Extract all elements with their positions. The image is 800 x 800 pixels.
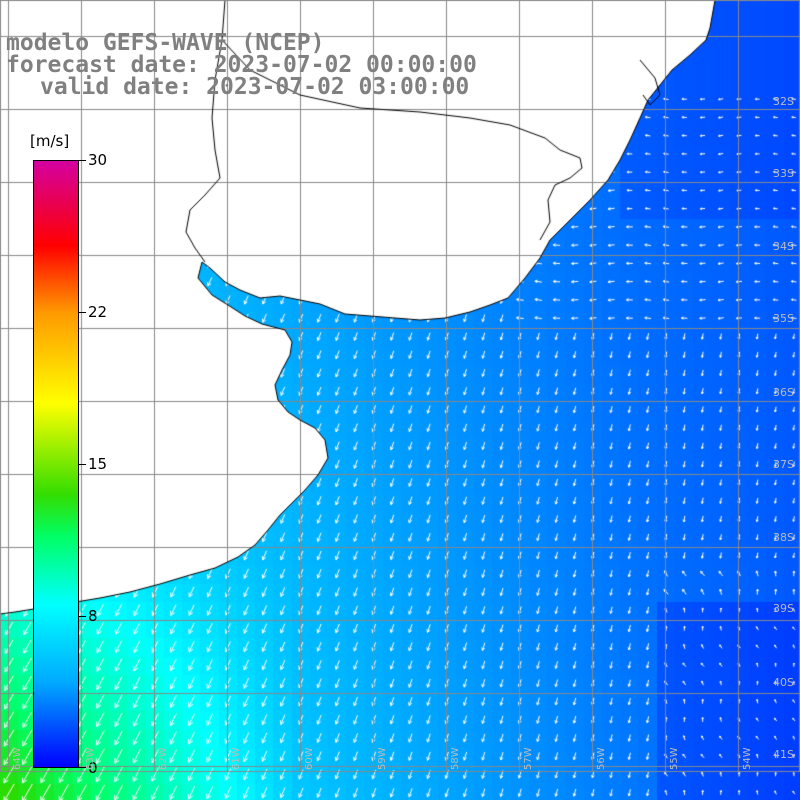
colorbar-label-15: 15 — [88, 455, 108, 473]
lon-label: 55W — [669, 747, 680, 770]
colorbar-tick — [79, 160, 86, 161]
lon-label: 59W — [377, 747, 388, 770]
colorbar-tick — [79, 464, 86, 465]
colorbar-label-30: 30 — [88, 151, 108, 169]
lon-label: 62W — [158, 747, 169, 770]
valid-date: valid date: 2023-07-02 03:00:00 — [40, 74, 470, 100]
lat-label: 34S — [773, 240, 794, 253]
lat-label: 33S — [773, 167, 794, 180]
lat-label: 37S — [773, 458, 794, 471]
colorbar-tick — [79, 767, 86, 768]
lon-label: 61W — [231, 747, 242, 770]
colorbar-tick — [79, 312, 86, 313]
lat-label: 35S — [773, 312, 794, 325]
map-title: modelo GEFS-WAVE (NCEP) — [6, 30, 325, 56]
lat-label: 38S — [773, 531, 794, 544]
colorbar-tick — [79, 616, 86, 617]
lat-label: 32S — [773, 95, 794, 108]
lon-label: 58W — [450, 747, 461, 770]
lon-label: 63W — [85, 747, 96, 770]
lon-label: 64W — [12, 747, 23, 770]
lon-label: 57W — [523, 747, 534, 770]
colorbar-label-8: 8 — [88, 607, 98, 625]
lat-label: 36S — [773, 386, 794, 399]
colorbar-label-0: 0 — [88, 759, 98, 777]
lat-label: 40S — [773, 676, 794, 689]
lon-label: 60W — [304, 747, 315, 770]
colorbar-gradient — [33, 160, 79, 768]
lon-label: 54W — [742, 747, 753, 770]
colorbar-unit: [m/s] — [30, 132, 70, 150]
forecast-date: forecast date: 2023-07-02 00:00:00 — [6, 52, 477, 78]
lon-label: 56W — [596, 747, 607, 770]
lat-label: 39S — [773, 602, 794, 615]
colorbar-label-22: 22 — [88, 303, 108, 321]
lat-label: 41S — [773, 748, 794, 761]
